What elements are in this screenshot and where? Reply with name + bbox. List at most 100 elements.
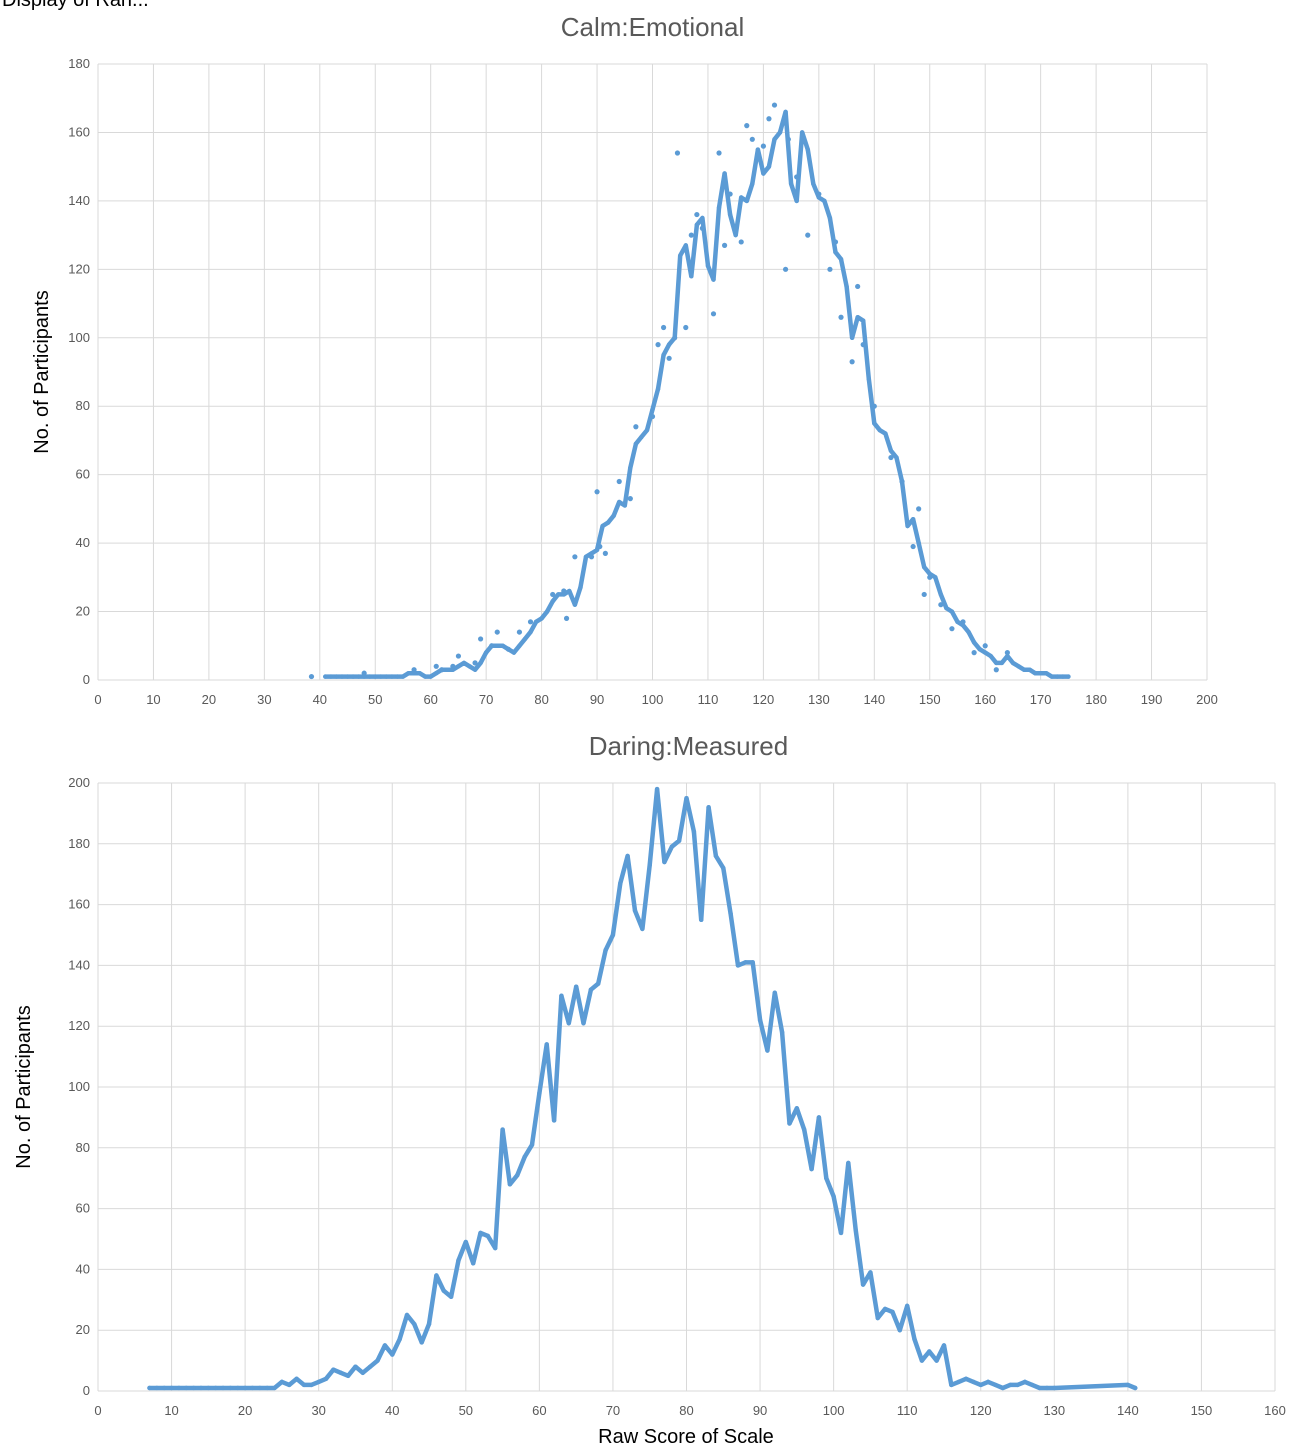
data-point: [905, 523, 910, 529]
data-point: [566, 1020, 571, 1026]
scatter-point: [766, 116, 772, 122]
data-point: [625, 853, 630, 859]
data-point: [1044, 1385, 1050, 1391]
data-point: [993, 1382, 998, 1388]
data-point: [777, 130, 783, 135]
scatter-point: [771, 102, 778, 108]
data-point: [515, 1172, 520, 1178]
data-point: [328, 674, 334, 679]
data-point: [944, 605, 949, 611]
y-tick-label: 100: [68, 330, 90, 345]
data-point: [235, 1385, 240, 1391]
data-point: [279, 1379, 285, 1385]
data-point: [356, 674, 361, 679]
data-point: [978, 1382, 983, 1388]
data-point: [1043, 670, 1049, 676]
data-point: [589, 551, 594, 556]
data-point: [1007, 1382, 1013, 1388]
data-point: [522, 636, 528, 642]
data-point: [787, 1121, 792, 1126]
data-point: [1066, 674, 1071, 679]
data-point: [938, 592, 944, 597]
data-point: [1027, 667, 1032, 672]
data-point: [605, 520, 611, 525]
data-point: [689, 273, 694, 279]
chart-title: Calm:Emotional: [561, 12, 745, 42]
data-point: [824, 1176, 829, 1181]
data-point: [506, 647, 511, 652]
data-point: [1125, 1382, 1131, 1388]
y-tick-label: 120: [68, 261, 90, 276]
data-point: [206, 1385, 211, 1391]
data-point: [583, 554, 589, 559]
y-tick-label: 0: [83, 672, 90, 687]
data-point: [439, 667, 444, 672]
scatter-point: [455, 653, 462, 659]
data-point: [647, 862, 652, 868]
scatter-point: [572, 554, 578, 560]
data-point: [611, 513, 616, 518]
data-point: [949, 609, 955, 614]
data-point: [716, 205, 722, 210]
data-point: [556, 592, 561, 597]
data-point: [809, 1166, 814, 1172]
data-point: [572, 602, 578, 607]
data-point: [220, 1385, 226, 1391]
chart-title: Daring:Measured: [589, 731, 788, 761]
data-point: [529, 1142, 535, 1147]
data-point: [1049, 674, 1054, 679]
data-point: [334, 674, 339, 679]
y-tick-label: 160: [68, 897, 90, 912]
chart-2: 0 10 20 30 40 50 60 70 80 90 100 110 120 130 140 150 160…: [13, 731, 1286, 1448]
data-point: [827, 215, 833, 221]
gridlines: [97, 63, 1208, 681]
data-point: [919, 1358, 925, 1363]
scatter-point: [516, 629, 523, 635]
data-point: [956, 1379, 961, 1385]
data-point: [378, 674, 383, 679]
data-point: [428, 674, 433, 679]
x-tick-label: 80: [534, 692, 548, 707]
data-point: [375, 1358, 380, 1363]
scatter-point: [660, 324, 667, 331]
data-point: [350, 674, 356, 679]
series-line: [323, 109, 1071, 679]
data-point: [1016, 664, 1021, 669]
data-point: [750, 960, 755, 965]
data-point: [384, 674, 389, 679]
data-point: [949, 1382, 954, 1388]
data-point: [323, 1376, 329, 1382]
data-point: [971, 640, 977, 645]
data-point: [755, 147, 761, 152]
data-point: [666, 342, 672, 347]
scatter-point: [716, 150, 722, 156]
y-tick-label: 60: [76, 1201, 90, 1216]
data-point: [600, 523, 605, 529]
data-point: [927, 1349, 932, 1354]
data-point: [511, 650, 517, 655]
y-tick-label: 200: [68, 775, 90, 790]
data-point: [483, 650, 489, 655]
scatter-point: [949, 626, 955, 632]
data-point: [345, 1373, 351, 1379]
data-point: [544, 1042, 549, 1047]
data-point: [988, 653, 993, 659]
data-point: [272, 1385, 277, 1391]
data-point: [406, 670, 411, 676]
data-point: [846, 1160, 851, 1166]
data-point: [441, 1288, 446, 1293]
x-tick-label: 50: [368, 692, 382, 707]
data-point: [983, 650, 988, 655]
data-point: [868, 1270, 873, 1275]
data-point: [1037, 1385, 1042, 1391]
data-point: [198, 1385, 204, 1391]
series-line: [147, 786, 1138, 1391]
data-point: [1021, 667, 1027, 672]
y-tick-label: 80: [76, 398, 90, 413]
scatter-point: [838, 314, 844, 320]
data-point: [331, 1367, 336, 1372]
y-tick-label: 140: [68, 957, 90, 972]
y-tick-label: 20: [76, 604, 90, 619]
data-point: [788, 181, 794, 186]
data-point: [883, 431, 888, 436]
